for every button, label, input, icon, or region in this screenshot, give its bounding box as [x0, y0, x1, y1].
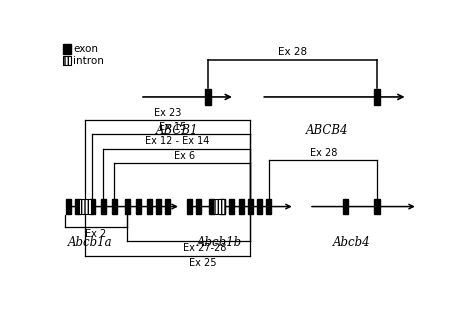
Bar	[63, 44, 71, 54]
Text: Abcb4: Abcb4	[332, 236, 370, 249]
Bar	[156, 199, 161, 214]
Bar	[213, 199, 225, 214]
Bar	[209, 199, 214, 214]
Bar	[66, 199, 71, 214]
Bar	[90, 199, 95, 214]
Text: exon: exon	[73, 44, 98, 54]
Text: Ex 28: Ex 28	[278, 48, 307, 58]
Text: Ex 27-28: Ex 27-28	[182, 244, 226, 254]
Bar	[266, 199, 271, 214]
Bar	[374, 199, 380, 214]
Text: Ex 23: Ex 23	[154, 108, 182, 118]
Bar	[79, 199, 91, 214]
Text: Ex 28: Ex 28	[310, 148, 337, 158]
Text: intron: intron	[73, 56, 104, 66]
Text: Abcb1b: Abcb1b	[197, 236, 242, 249]
Bar	[196, 199, 201, 214]
Bar	[205, 88, 211, 105]
Text: Ex 6: Ex 6	[173, 151, 195, 161]
Text: Ex 2: Ex 2	[85, 229, 107, 239]
Text: Abcb1a: Abcb1a	[68, 236, 113, 249]
Text: Ex 15: Ex 15	[159, 122, 187, 132]
Bar	[112, 199, 117, 214]
Bar	[165, 199, 170, 214]
Bar	[374, 88, 380, 105]
Bar	[238, 199, 244, 214]
Bar	[136, 199, 141, 214]
Bar	[343, 199, 348, 214]
Bar	[146, 199, 152, 214]
Bar	[257, 199, 262, 214]
Bar	[63, 56, 71, 65]
Text: ABCB4: ABCB4	[306, 124, 349, 137]
Text: Ex 12 - Ex 14: Ex 12 - Ex 14	[145, 136, 209, 146]
Bar	[187, 199, 192, 214]
Text: Ex 25: Ex 25	[189, 258, 216, 268]
Bar	[229, 199, 235, 214]
Text: ABCB1: ABCB1	[155, 124, 198, 137]
Bar	[248, 199, 253, 214]
Bar	[101, 199, 106, 214]
Bar	[75, 199, 80, 214]
Bar	[220, 199, 225, 214]
Bar	[125, 199, 130, 214]
